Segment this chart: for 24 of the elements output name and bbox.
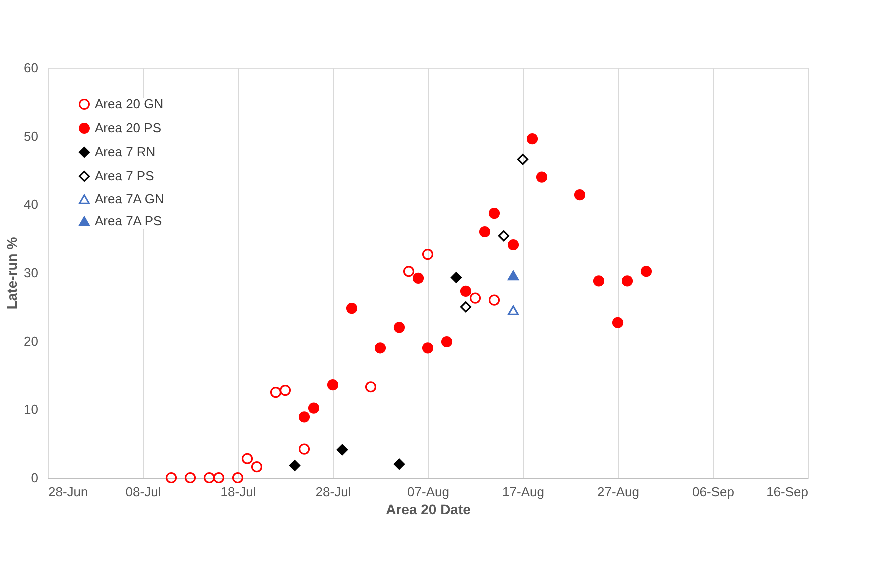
x-tick-label: 28-Jul xyxy=(316,484,352,500)
y-tick-label: 0 xyxy=(31,470,38,486)
legend-label: Area 7A PS xyxy=(95,214,163,228)
legend-label: Area 7 PS xyxy=(95,168,155,184)
x-tick-label: 18-Jul xyxy=(220,484,256,500)
legend-label: Area 7A GN xyxy=(95,192,164,206)
legend-label: Area 20 PS xyxy=(95,120,162,136)
x-tick-label: 28-Jun xyxy=(48,484,88,500)
y-tick-label: 60 xyxy=(24,60,38,76)
y-tick-label: 50 xyxy=(24,128,38,144)
y-tick-label: 20 xyxy=(24,334,38,349)
legend-label: Area 20 GN xyxy=(95,96,164,112)
y-tick-label: 30 xyxy=(24,266,38,280)
x-axis-title: Area 20 Date xyxy=(386,502,472,518)
legend-label: Area 7 RN xyxy=(95,144,156,160)
x-tick-label: 07-Aug xyxy=(408,484,450,500)
y-tick-label: 40 xyxy=(24,197,38,212)
x-tick-label: 08-Jul xyxy=(126,484,162,500)
y-axis-title: Late-run % xyxy=(4,236,20,310)
y-tick-label: 10 xyxy=(24,402,38,418)
x-tick-label: 06-Sep xyxy=(692,484,734,500)
x-tick-label: 17-Aug xyxy=(502,484,544,500)
x-tick-label: 27-Aug xyxy=(598,484,640,500)
x-tick-label: 16-Sep xyxy=(766,484,808,500)
